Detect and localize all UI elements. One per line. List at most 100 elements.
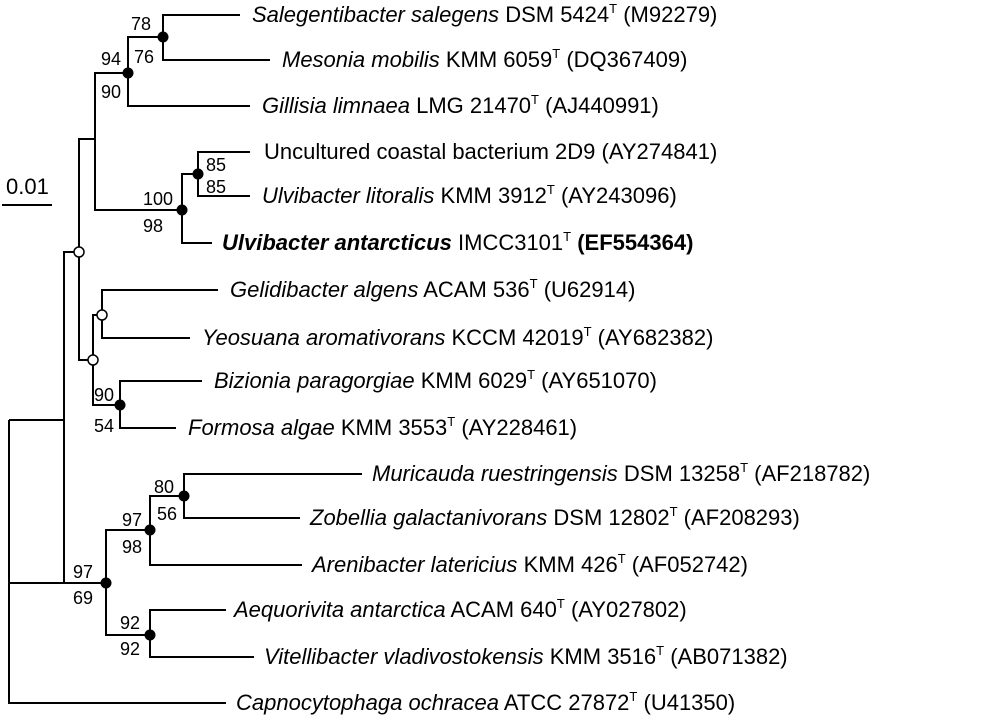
taxon-label: Aequorivita antarctica ACAM 640T (AY0278… [232,596,687,622]
bootstrap-value: 85 [206,177,226,197]
node-filled-marker [192,168,204,180]
taxon-species: Ulvibacter litoralis [262,183,434,208]
taxon-accession: (AF208293) [684,505,800,530]
branch-gelidibacter-stem [92,314,102,360]
node-filled-marker [157,31,169,43]
branch-middle-stem [78,252,93,361]
taxon-accession: (AY651070) [541,368,657,393]
taxon-species: Bizionia paragorgiae [214,368,415,393]
branch-lower-clade-stem [8,420,106,584]
bootstrap-value: 76 [134,47,154,67]
node-filled-marker [114,399,126,411]
taxon-label: Yeosuana aromativorans KCCM 42019T (AY68… [202,324,713,350]
bootstrap-values: 78 76 94 90 85 85 100 98 90 54 80 56 97 … [73,14,226,659]
taxon-strain: KMM 426 [524,552,618,577]
taxon-accession: (U62914) [544,277,636,302]
type-strain-mark: T [656,643,664,658]
branch-bizionia [119,380,202,405]
node-open-marker [73,246,85,258]
type-strain-mark: T [531,92,539,107]
node-filled-marker [176,204,188,216]
taxon-strain: KMM 3912 [441,183,547,208]
bootstrap-value: 78 [131,14,151,34]
taxon-label: Bizionia paragorgiae KMM 6029T (AY651070… [214,367,657,393]
type-strain-mark: T [447,414,455,429]
taxon-species: Mesonia mobilis [282,47,440,72]
branch-aequorivita [149,609,226,635]
node-filled-marker [144,629,156,641]
branch-formosa [119,405,176,429]
node-filled-marker [122,67,134,79]
bootstrap-value: 90 [101,82,121,102]
taxon-species: Ulvibacter antarcticus [222,230,452,255]
branch-muricauda [183,473,362,496]
taxon-species: Arenibacter latericius [310,552,517,577]
taxon-accession: (AY228461) [461,415,577,440]
node-markers [73,31,204,641]
taxon-accession: (U41350) [644,690,736,715]
taxon-label: Salegentibacter salegens DSM 5424T (M922… [252,1,717,27]
taxon-strain: DSM 13258 [624,461,740,486]
bootstrap-value: 94 [101,49,121,69]
taxon-species: Capnocytophaga ochracea [236,690,499,715]
branch-uncultured [197,151,250,174]
taxon-accession: (AJ440991) [545,93,659,118]
bootstrap-value: 97 [73,562,93,582]
branch-gillisia [127,73,250,107]
type-strain-mark: T [609,1,617,16]
bootstrap-value: 54 [94,416,114,436]
bootstrap-value: 90 [94,385,114,405]
branch-capnocytophaga [8,420,226,704]
type-strain-mark: T [629,689,637,704]
branch-arenibacter [149,530,302,566]
taxon-accession: (AB071382) [670,644,787,669]
bootstrap-value: 92 [120,639,140,659]
node-filled-marker [144,524,156,536]
taxon-species: Aequorivita antarctica [232,597,446,622]
taxon-strain: KMM 3553 [341,415,447,440]
bootstrap-value: 56 [157,504,177,524]
taxon-label: Uncultured coastal bacterium 2D9 (AY2748… [264,139,717,164]
taxon-accession: (AY027802) [571,597,687,622]
taxon-species: Formosa algae [188,415,335,440]
type-strain-mark: T [740,460,748,475]
taxon-species: Yeosuana aromativorans [202,325,445,350]
type-strain-mark: T [557,596,565,611]
branch-top-stem [63,251,79,583]
type-strain-mark: T [670,504,678,519]
branch-arenibacter-stem [105,529,150,583]
taxon-accession: (AY682382) [598,325,714,350]
taxon-accession: (AY243096) [561,183,677,208]
taxon-label: Vitellibacter vladivostokensis KMM 3516T… [264,643,788,669]
taxon-strain: DSM 5424 [505,2,609,27]
node-open-marker [87,354,99,366]
taxon-accession: (EF554364) [577,230,693,255]
taxon-strain: Uncultured coastal bacterium 2D9 [264,139,595,164]
branch-yeosuana [101,315,190,339]
taxon-label: Arenibacter latericius KMM 426T (AF05274… [310,551,748,577]
taxon-strain: DSM 12802 [553,505,669,530]
taxon-species: Salegentibacter salegens [252,2,499,27]
type-strain-mark: T [563,229,571,244]
type-strain-mark: T [584,324,592,339]
scale-bar-label: 0.01 [6,174,49,199]
bootstrap-value: 85 [206,155,226,175]
branch-antarcticus [181,210,212,244]
taxon-strain: KCCM 42019 [452,325,584,350]
type-strain-mark: T [552,46,560,61]
branch-aequorivita-stem [105,583,150,636]
taxon-label: Ulvibacter litoralis KMM 3912T (AY243096… [262,182,677,208]
scale-bar: 0.01 [2,174,52,206]
taxon-strain: KMM 6029 [421,368,527,393]
taxon-species: Muricauda ruestringensis [372,461,618,486]
taxon-accession: (DQ367409) [566,47,687,72]
taxon-accession: (AF052742) [632,552,748,577]
taxon-strain: ACAM 536 [423,277,529,302]
taxon-strain: KMM 6059 [446,47,552,72]
node-open-marker [96,309,108,321]
taxon-species: Gillisia limnaea [262,93,410,118]
taxon-label: Muricauda ruestringensis DSM 13258T (AF2… [372,460,870,486]
branch-mesonia [162,37,270,61]
taxon-strain: LMG 21470 [416,93,531,118]
